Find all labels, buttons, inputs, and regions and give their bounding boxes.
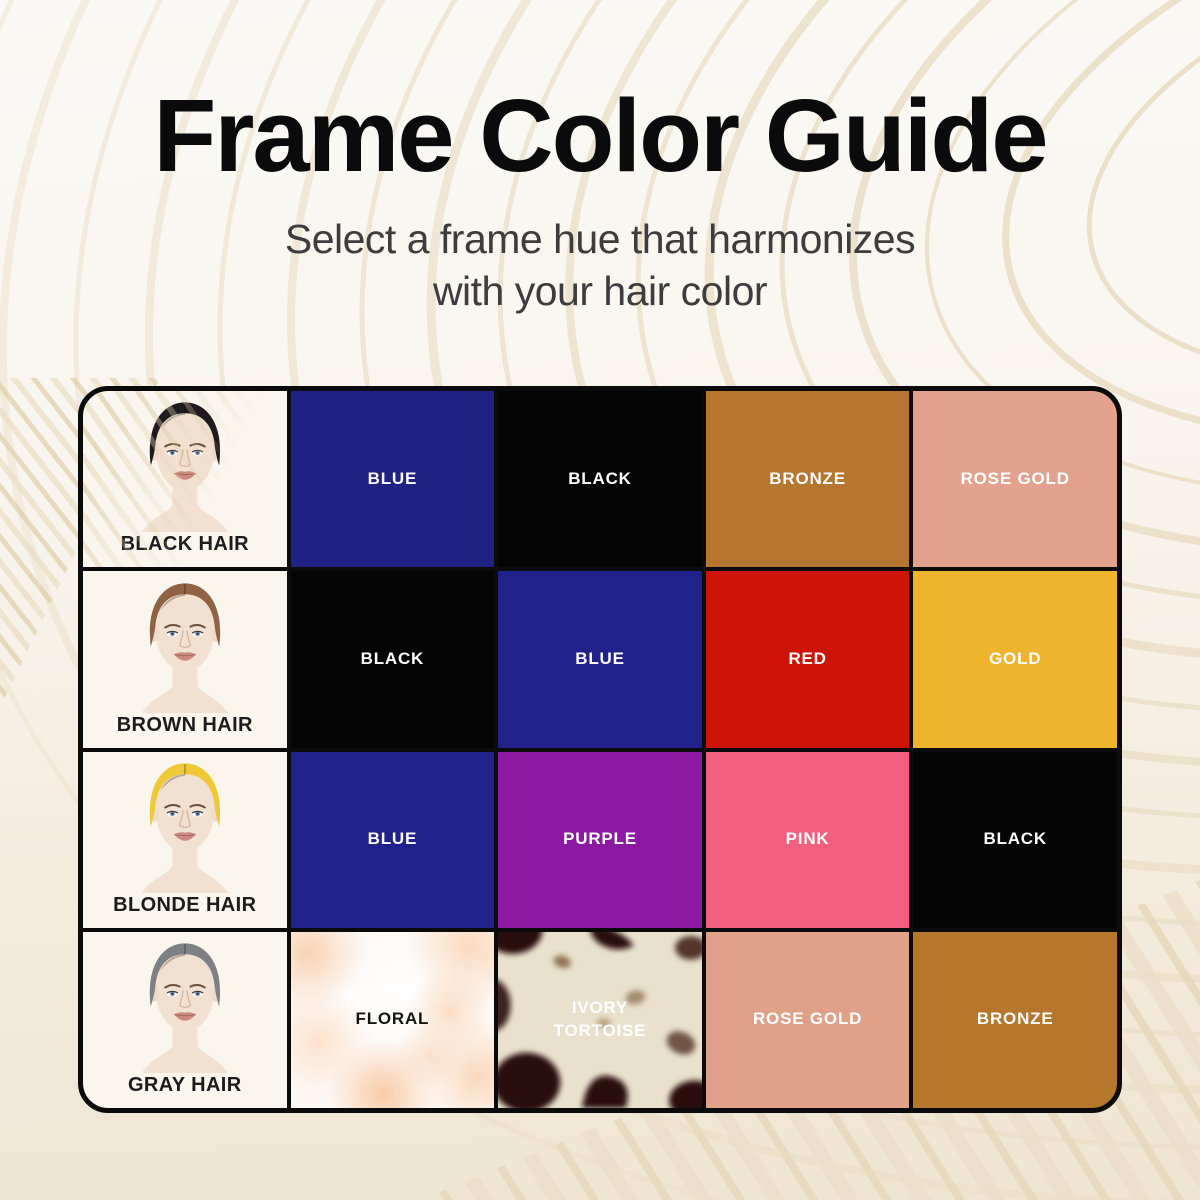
swatch-label: BLACK (360, 648, 425, 668)
swatch-label: IVORY TORTOISE (553, 997, 647, 1040)
face-illustration-blonde-hair (141, 763, 228, 893)
swatch-label: FLORAL (355, 1009, 430, 1029)
face-illustration-black-hair (141, 402, 228, 533)
swatch-label: BLUE (575, 648, 625, 668)
hair-type-cell-blonde: BLONDE HAIR (83, 751, 287, 928)
header: Frame Color Guide Select a frame hue tha… (0, 0, 1200, 317)
swatch-cell-floral: FLORAL (290, 931, 495, 1108)
swatch-cell-blue: BLUE (498, 571, 702, 748)
hair-type-cell-brown: BROWN HAIR (83, 571, 287, 748)
swatch-label: PINK (785, 829, 830, 849)
hair-type-label: BROWN HAIR (116, 713, 253, 736)
swatch-cell-black: BLACK (913, 751, 1117, 928)
swatch-cell-rose-gold: ROSE GOLD (913, 391, 1117, 568)
swatch-label: BRONZE (769, 468, 846, 488)
swatch-label: ROSE GOLD (752, 1009, 863, 1029)
swatch-cell-blue: BLUE (290, 391, 495, 568)
swatch-cell-rose-gold: ROSE GOLD (705, 931, 910, 1108)
swatch-label: ROSE GOLD (960, 468, 1070, 488)
swatch-label: BRONZE (976, 1009, 1054, 1029)
swatch-label: BLACK (983, 829, 1047, 849)
page-title: Frame Color Guide (153, 78, 1048, 193)
hair-type-label: BLACK HAIR (120, 533, 250, 556)
frame-color-guide-table: BLACK HAIR BLUE BLACK BRONZE ROSE GOLD (78, 386, 1122, 1113)
page-subtitle: Select a frame hue that harmonizes with … (284, 216, 916, 315)
swatch-label: GOLD (989, 648, 1042, 668)
swatch-label: BLUE (367, 829, 418, 849)
swatch-label: PURPLE (563, 829, 637, 849)
swatch-cell-purple: PURPLE (498, 751, 702, 928)
face-illustration-gray-hair (141, 943, 228, 1073)
hair-type-label: GRAY HAIR (127, 1074, 242, 1096)
swatch-cell-gold: GOLD (913, 571, 1117, 748)
hair-type-label: BLONDE HAIR (113, 893, 257, 916)
swatch-label: BLUE (367, 468, 418, 488)
swatch-cell-bronze: BRONZE (913, 931, 1117, 1108)
swatch-cell-black: BLACK (498, 391, 702, 568)
swatch-cell-red: RED (705, 571, 910, 748)
swatch-label: BLACK (568, 468, 632, 488)
swatch-label: RED (788, 648, 827, 668)
hair-type-cell-gray: GRAY HAIR (83, 931, 287, 1108)
swatch-cell-bronze: BRONZE (705, 391, 910, 568)
swatch-cell-pink: PINK (705, 751, 910, 928)
swatch-cell-black: BLACK (290, 571, 495, 748)
swatch-cell-ivory-tortoise: IVORY TORTOISE (498, 931, 702, 1108)
face-illustration-brown-hair (141, 582, 228, 713)
swatch-cell-blue: BLUE (290, 751, 495, 928)
hair-type-cell-black: BLACK HAIR (83, 391, 287, 568)
